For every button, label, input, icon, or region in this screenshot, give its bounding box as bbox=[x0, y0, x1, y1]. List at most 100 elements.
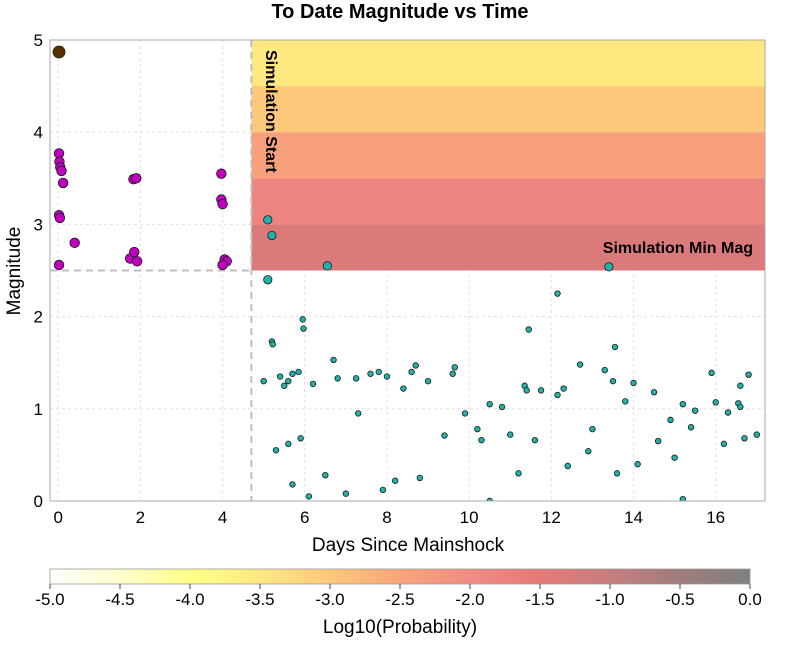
x-axis-label: Days Since Mainshock bbox=[312, 535, 505, 556]
data-point bbox=[724, 409, 732, 416]
colorbar-tick-label: -1.5 bbox=[525, 590, 554, 609]
colorbar-ticks: -5.0 -4.5 -4.0 -3.5 -3.0 -2.5 -2.0 -1.5 -1.0 -0.5… bbox=[35, 584, 762, 609]
data-point bbox=[342, 490, 350, 497]
x-tick-label: 4 bbox=[218, 508, 227, 527]
colorbar-tick-label: -5.0 bbox=[35, 590, 64, 609]
data-point bbox=[299, 316, 306, 323]
data-point bbox=[486, 497, 493, 501]
data-point bbox=[285, 440, 292, 448]
data-point bbox=[691, 407, 699, 414]
data-point bbox=[354, 410, 362, 417]
data-point bbox=[622, 398, 629, 405]
data-point bbox=[309, 380, 317, 388]
x-tick-label: 6 bbox=[300, 508, 309, 527]
data-point bbox=[56, 165, 67, 177]
data-point bbox=[478, 436, 485, 444]
data-point bbox=[272, 447, 280, 454]
reference-lines bbox=[50, 40, 253, 501]
data-point bbox=[424, 377, 432, 385]
data-point bbox=[523, 387, 530, 394]
colorbar-tick-label: 0.0 bbox=[738, 590, 762, 609]
y-tick-label: 4 bbox=[34, 123, 43, 142]
data-point bbox=[276, 373, 284, 380]
data-point bbox=[650, 389, 658, 396]
data-point bbox=[741, 435, 748, 442]
x-tick-label: 10 bbox=[460, 508, 479, 527]
y-tick-label: 2 bbox=[34, 308, 43, 327]
data-point bbox=[753, 431, 760, 438]
data-point bbox=[367, 370, 374, 377]
data-point bbox=[416, 474, 424, 482]
data-point bbox=[461, 410, 469, 417]
simulation-min-mag-label: Simulation Min Mag bbox=[603, 240, 753, 257]
data-point bbox=[441, 432, 448, 439]
colorbar-tick-label: -0.5 bbox=[665, 590, 694, 609]
colorbar-tick-label: -3.5 bbox=[245, 590, 274, 609]
data-point bbox=[634, 460, 641, 468]
chart-title: To Date Magnitude vs Time bbox=[271, 1, 528, 23]
data-point bbox=[69, 237, 80, 249]
data-point bbox=[687, 424, 695, 431]
data-point bbox=[267, 230, 277, 241]
data-point bbox=[609, 377, 617, 385]
data-point bbox=[554, 391, 561, 399]
data-point bbox=[498, 403, 506, 411]
data-point bbox=[52, 45, 66, 59]
data-point bbox=[289, 481, 296, 488]
x-tick-label: 12 bbox=[542, 508, 561, 527]
data-point bbox=[53, 259, 65, 271]
data-point bbox=[449, 370, 456, 377]
data-point bbox=[712, 399, 719, 406]
data-point bbox=[525, 326, 532, 333]
data-point bbox=[281, 382, 288, 389]
x-axis-ticks: 0 2 4 6 8 10 12 14 16 bbox=[53, 508, 725, 527]
forecast-band bbox=[251, 132, 765, 179]
data-point bbox=[297, 435, 304, 442]
data-point bbox=[554, 290, 561, 297]
data-point bbox=[667, 416, 674, 424]
data-point bbox=[630, 379, 637, 387]
data-point bbox=[564, 462, 571, 470]
data-point bbox=[451, 364, 458, 371]
data-point bbox=[285, 377, 292, 385]
data-point bbox=[537, 387, 545, 394]
colorbar-tick-label: -3.0 bbox=[315, 590, 344, 609]
data-point bbox=[217, 198, 228, 210]
data-point bbox=[737, 382, 744, 389]
data-point bbox=[708, 369, 715, 377]
data-point bbox=[322, 261, 332, 271]
data-point bbox=[560, 385, 567, 392]
data-point bbox=[129, 246, 140, 258]
data-point bbox=[334, 375, 341, 382]
colorbar-tick-label: -2.5 bbox=[385, 590, 414, 609]
x-tick-label: 2 bbox=[136, 508, 145, 527]
data-point bbox=[330, 356, 337, 364]
data-point bbox=[352, 375, 360, 382]
x-tick-label: 14 bbox=[624, 508, 643, 527]
data-point bbox=[269, 341, 276, 348]
y-axis-label: Magnitude bbox=[4, 227, 25, 316]
data-point bbox=[400, 385, 407, 392]
data-point bbox=[486, 400, 493, 408]
data-point bbox=[585, 448, 592, 455]
y-axis-ticks: 0 1 2 3 4 5 bbox=[34, 31, 43, 511]
data-point bbox=[289, 370, 296, 377]
colorbar bbox=[49, 568, 751, 585]
data-point bbox=[131, 256, 143, 267]
forecast-bands bbox=[251, 40, 765, 271]
forecast-band bbox=[251, 40, 765, 87]
data-point bbox=[679, 495, 687, 501]
data-point bbox=[263, 275, 273, 285]
data-point bbox=[589, 425, 596, 433]
data-point bbox=[375, 368, 382, 376]
x-tick-label: 16 bbox=[706, 508, 725, 527]
data-point bbox=[216, 168, 227, 179]
colorbar-label: Log10(Probability) bbox=[323, 617, 477, 638]
data-point bbox=[737, 403, 744, 411]
data-point bbox=[305, 493, 313, 500]
data-point bbox=[412, 362, 419, 369]
data-point bbox=[613, 470, 621, 477]
simulation-start-label: Simulation Start bbox=[262, 50, 279, 173]
data-point bbox=[408, 368, 415, 376]
data-point bbox=[300, 325, 307, 332]
